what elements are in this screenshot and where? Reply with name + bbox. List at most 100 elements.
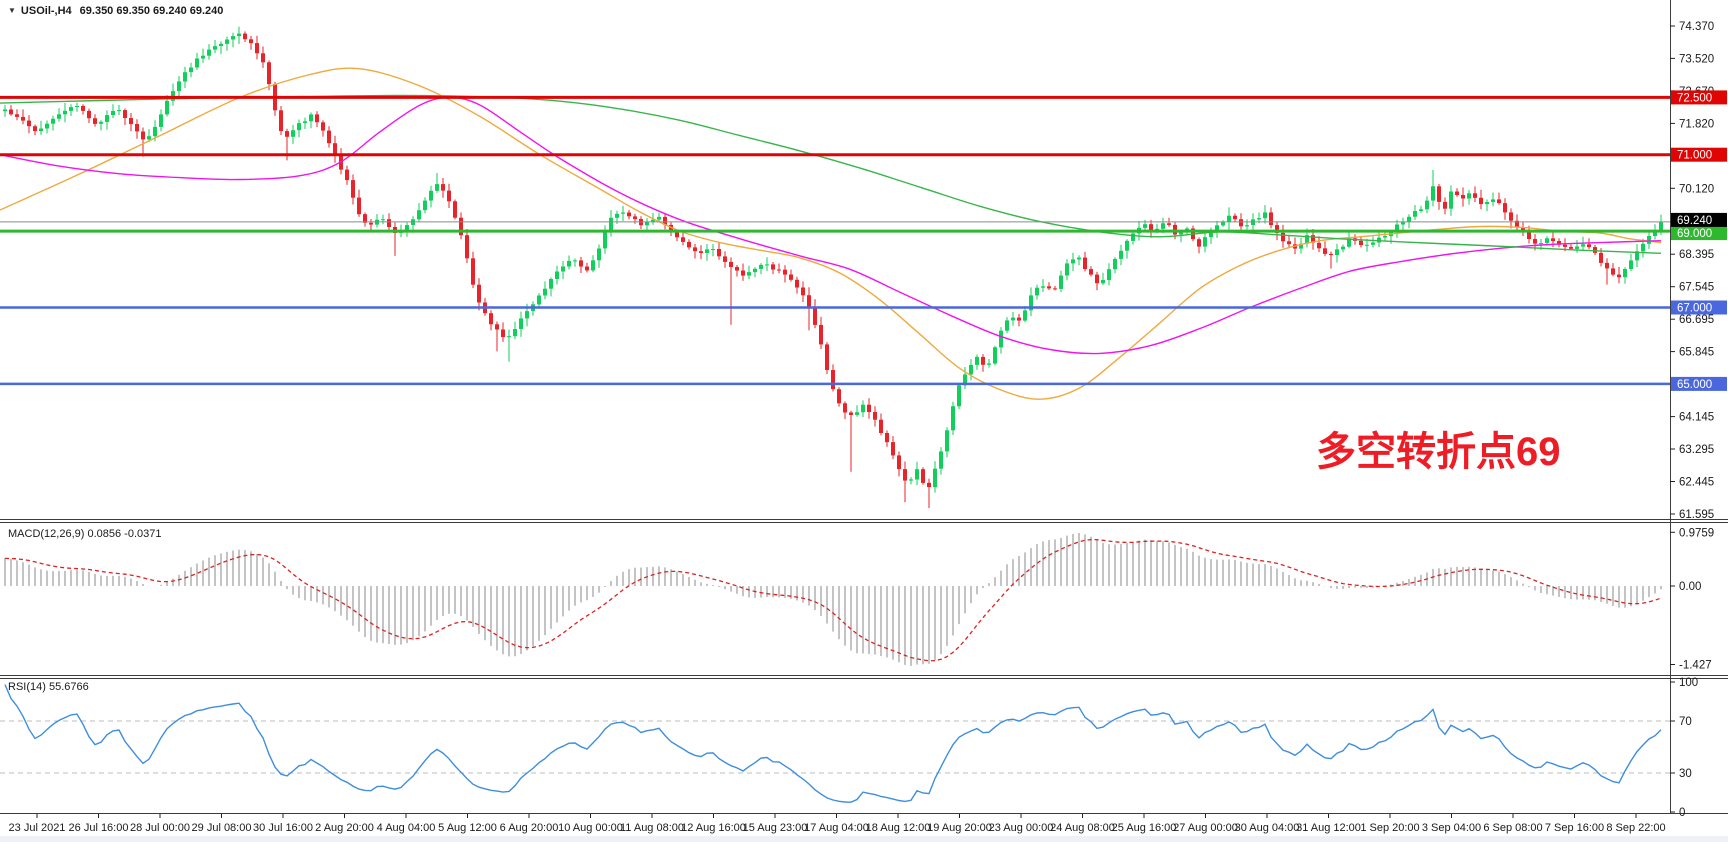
candle-body: [729, 261, 733, 267]
candle-body: [981, 356, 985, 365]
candle-body: [369, 222, 373, 225]
rsi-label: RSI(14) 55.6766: [8, 681, 89, 693]
candle-body: [93, 118, 97, 124]
candle-body: [1557, 241, 1561, 245]
candle-body: [303, 121, 307, 124]
candle-body: [501, 329, 505, 338]
candle-body: [153, 126, 157, 137]
candle-body: [477, 284, 481, 303]
candle-body: [1371, 242, 1375, 245]
candle-body: [297, 123, 301, 131]
candle-body: [915, 469, 919, 480]
candle-body: [1065, 263, 1069, 276]
collapse-triangle-icon[interactable]: ▼: [8, 6, 16, 15]
symbol-period-label: USOil-,H4: [20, 5, 72, 17]
candle-body: [1125, 240, 1129, 251]
price-badge-72.500: [1671, 90, 1727, 105]
time-tick-label: 30 Jul 16:00: [253, 822, 313, 834]
candle-body: [1407, 216, 1411, 222]
candle-body: [1329, 253, 1333, 256]
candle-body: [1287, 241, 1291, 245]
candle-body: [285, 131, 289, 137]
candle-body: [351, 180, 355, 198]
candle-body: [1023, 310, 1027, 321]
time-tick-label: 6 Aug 20:00: [500, 822, 559, 834]
rsi-axis-label: 70: [1679, 716, 1692, 728]
candle-body: [1359, 240, 1363, 246]
candle-body: [603, 231, 607, 249]
time-tick-label: 6 Sep 08:00: [1483, 822, 1542, 834]
candle-body: [513, 329, 517, 337]
candle-body: [1431, 186, 1435, 201]
price-tick-label: 61.595: [1679, 509, 1714, 521]
candle-body: [699, 251, 703, 253]
candle-body: [789, 274, 793, 280]
candle-body: [939, 451, 943, 469]
candle-body: [1131, 233, 1135, 241]
candle-body: [873, 412, 877, 420]
time-tick-label: 19 Aug 20:00: [927, 822, 992, 834]
candle-body: [135, 124, 139, 132]
candle-body: [885, 433, 889, 443]
candle-body: [1035, 287, 1039, 296]
candle-body: [1503, 203, 1507, 213]
candle-body: [1257, 218, 1261, 220]
candle-body: [969, 364, 973, 375]
candle-body: [465, 235, 469, 259]
candle-body: [1413, 211, 1417, 217]
candle-body: [903, 469, 907, 481]
price-badge-text: 67.000: [1677, 303, 1712, 315]
candle-body: [345, 169, 349, 181]
candle-body: [747, 272, 751, 276]
candle-body: [51, 118, 55, 124]
time-tick-label: 10 Aug 00:00: [558, 822, 623, 834]
candle-body: [813, 306, 817, 325]
candle-body: [561, 266, 565, 272]
candle-body: [657, 216, 661, 220]
candle-body: [1539, 243, 1543, 244]
candle-body: [681, 237, 685, 242]
candle-body: [21, 116, 25, 121]
price-tick-label: 64.145: [1679, 412, 1714, 424]
price-badge-71.000: [1671, 147, 1727, 162]
candle-body: [669, 224, 673, 233]
candle-body: [843, 403, 847, 413]
candle-body: [1449, 191, 1453, 209]
candle-body: [1239, 219, 1243, 227]
time-tick-label: 17 Aug 04:00: [804, 822, 869, 834]
candle-body: [1635, 251, 1639, 261]
time-tick-label: 26 Jul 16:00: [69, 822, 129, 834]
candle-body: [1497, 199, 1501, 204]
candle-body: [1059, 275, 1063, 289]
candle-body: [291, 130, 295, 137]
candle-body: [201, 55, 205, 59]
candle-body: [471, 258, 475, 285]
candle-body: [327, 130, 331, 144]
candle-body: [1461, 195, 1465, 199]
candle-body: [1161, 223, 1165, 229]
time-tick-label: 24 Aug 08:00: [1050, 822, 1115, 834]
candle-body: [567, 260, 571, 267]
candle-body: [951, 406, 955, 431]
candle-body: [765, 264, 769, 266]
candle-body: [963, 374, 967, 386]
candle-body: [1395, 224, 1399, 232]
candle-body: [783, 269, 787, 275]
price-tick-label: 68.395: [1679, 249, 1714, 261]
candle-body: [1335, 249, 1339, 256]
candle-body: [1467, 193, 1471, 199]
candle-body: [1203, 237, 1207, 247]
time-axis[interactable]: 23 Jul 2021 26 Jul 16:00 28 Jul 00:00 29 Ju…: [9, 814, 1666, 834]
candle-body: [357, 197, 361, 215]
candle-body: [69, 107, 73, 111]
candle-body: [1041, 286, 1045, 288]
candle-body: [189, 67, 193, 73]
price-badge-text: 69.000: [1677, 228, 1712, 240]
candle-body: [705, 249, 709, 253]
candle-body: [261, 53, 265, 63]
price-badge-65.000: [1671, 376, 1727, 391]
candle-body: [1209, 232, 1213, 238]
candle-body: [213, 46, 217, 50]
